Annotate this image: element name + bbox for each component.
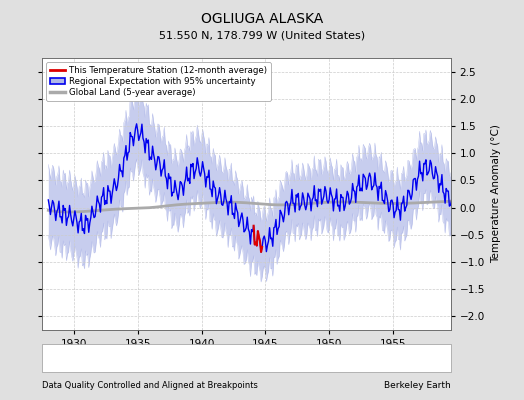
Text: Station Move: Station Move bbox=[60, 355, 117, 364]
Text: 51.550 N, 178.799 W (United States): 51.550 N, 178.799 W (United States) bbox=[159, 30, 365, 40]
Text: Empirical Break: Empirical Break bbox=[375, 355, 442, 364]
Text: ▲: ▲ bbox=[149, 354, 157, 364]
Text: OGLIUGA ALASKA: OGLIUGA ALASKA bbox=[201, 12, 323, 26]
Text: Berkeley Earth: Berkeley Earth bbox=[384, 381, 451, 390]
Text: ■: ■ bbox=[364, 354, 374, 364]
Legend: This Temperature Station (12-month average), Regional Expectation with 95% uncer: This Temperature Station (12-month avera… bbox=[46, 62, 271, 100]
Text: Record Gap: Record Gap bbox=[160, 355, 210, 364]
Y-axis label: Temperature Anomaly (°C): Temperature Anomaly (°C) bbox=[490, 124, 500, 264]
Text: Data Quality Controlled and Aligned at Breakpoints: Data Quality Controlled and Aligned at B… bbox=[42, 381, 258, 390]
Text: ◆: ◆ bbox=[50, 354, 57, 364]
Text: ▼: ▼ bbox=[244, 354, 251, 364]
Text: Time of Obs. Change: Time of Obs. Change bbox=[254, 355, 344, 364]
